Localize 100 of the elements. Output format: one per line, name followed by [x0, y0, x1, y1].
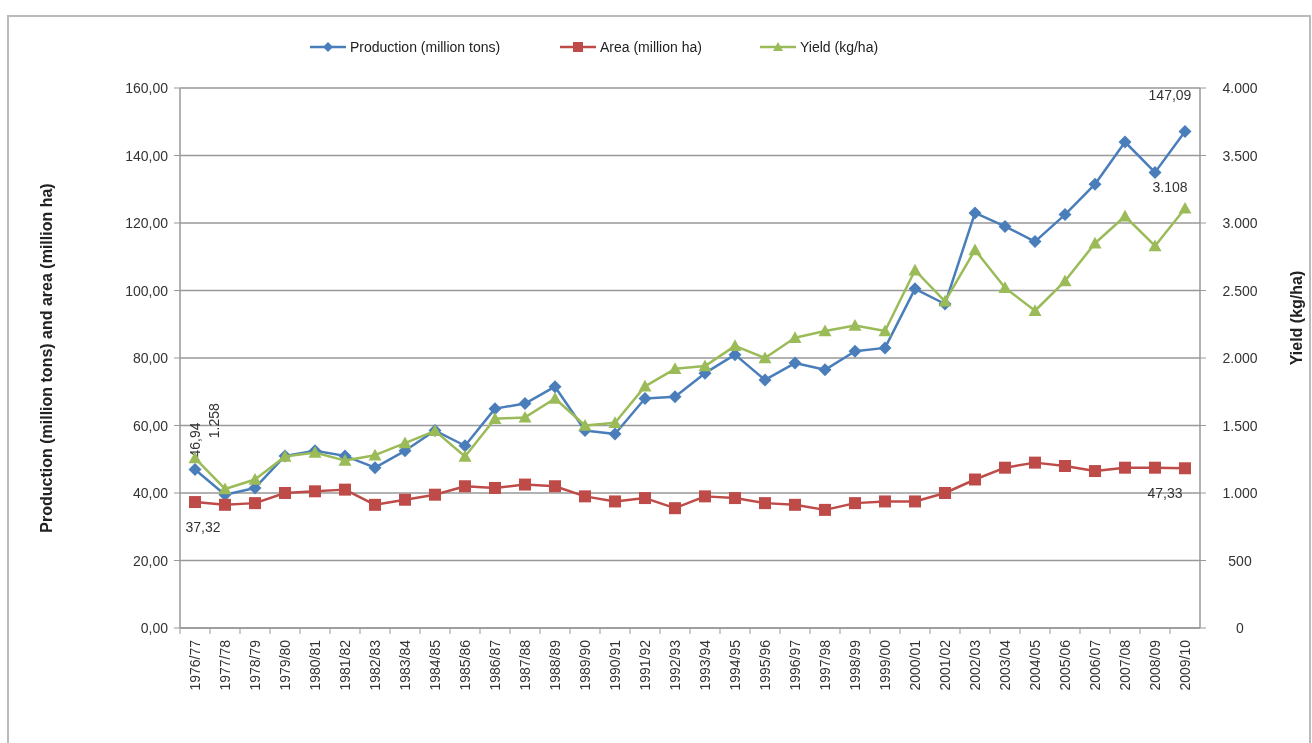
point — [218, 482, 232, 495]
point — [489, 481, 501, 494]
point — [249, 497, 261, 510]
point — [669, 502, 681, 515]
x-tick-label: 2006/07 — [1087, 639, 1103, 691]
point — [1148, 165, 1162, 179]
data-label: 46,94 — [187, 422, 203, 458]
point — [639, 492, 651, 505]
y-tick-label: 160,00 — [125, 80, 169, 96]
x-tick-label: 1981/82 — [337, 639, 353, 691]
y-axis-title: Production (million tons) and area (million ha) — [38, 183, 55, 533]
point — [458, 450, 472, 462]
point — [309, 485, 321, 498]
point — [638, 392, 652, 405]
point — [728, 339, 742, 352]
point — [188, 463, 202, 477]
data-label: 47,33 — [1147, 485, 1183, 502]
point — [758, 373, 772, 387]
y2-tick-label: 1.500 — [1222, 417, 1258, 434]
x-tick-label: 1999/00 — [877, 639, 893, 691]
point — [1058, 208, 1072, 222]
point — [849, 497, 861, 510]
x-tick-label: 1998/99 — [847, 639, 863, 691]
point — [878, 341, 892, 355]
point — [1149, 461, 1161, 474]
point — [519, 478, 531, 491]
y-tick-label: 120,00 — [125, 215, 169, 231]
y-tick-label: 100,00 — [125, 282, 169, 299]
point — [398, 436, 412, 449]
point — [1088, 236, 1102, 249]
point — [1148, 239, 1162, 252]
point — [429, 488, 441, 501]
point — [548, 392, 562, 404]
y-tick-label: 0,00 — [140, 620, 169, 636]
y2-tick-label: 2.000 — [1222, 350, 1258, 366]
y2-tick-label: 0 — [1236, 620, 1245, 636]
point — [848, 344, 862, 358]
x-tick-label: 2001/02 — [937, 639, 953, 691]
point — [938, 294, 952, 307]
point — [518, 410, 532, 423]
point — [219, 498, 231, 511]
point — [968, 243, 982, 256]
point — [729, 492, 741, 505]
x-tick-label: 1993/94 — [697, 639, 713, 691]
point — [368, 448, 382, 461]
data-label: 37,32 — [185, 519, 221, 536]
y-tick-label: 140,00 — [125, 147, 169, 164]
x-tick-label: 1994/95 — [727, 639, 743, 691]
x-tick-label: 1992/93 — [667, 639, 683, 691]
point — [818, 324, 832, 337]
x-tick-label: 1980/81 — [307, 639, 323, 691]
legend-label: Production (million tons) — [350, 39, 501, 55]
point — [909, 495, 921, 508]
point — [488, 412, 502, 424]
x-tick-label: 1978/79 — [247, 639, 263, 691]
point — [698, 359, 712, 372]
y2-tick-label: 3.500 — [1222, 147, 1258, 164]
x-tick-label: 1986/87 — [487, 639, 503, 691]
point — [1119, 461, 1131, 474]
point — [1178, 201, 1192, 214]
y-tick-label: 40,00 — [132, 485, 169, 501]
x-tick-label: 1997/98 — [817, 639, 833, 691]
point — [518, 397, 532, 411]
point — [1028, 304, 1042, 316]
y-tick-label: 20,00 — [132, 552, 169, 569]
point — [758, 351, 772, 364]
x-tick-label: 1995/96 — [757, 639, 773, 691]
x-tick-label: 1979/80 — [277, 639, 293, 691]
legend-label: Area (million ha) — [600, 39, 702, 55]
point — [789, 498, 801, 511]
point — [548, 380, 562, 394]
point — [999, 461, 1011, 474]
y-tick-label: 60,00 — [132, 417, 169, 434]
y-tick-label: 80,00 — [132, 350, 169, 366]
point — [1029, 456, 1041, 469]
point — [878, 324, 892, 337]
x-tick-label: 2009/10 — [1177, 639, 1193, 691]
point — [549, 480, 561, 493]
point — [579, 490, 591, 503]
x-tick-label: 2007/08 — [1117, 639, 1133, 691]
point — [788, 331, 802, 343]
x-tick-label: 1984/85 — [427, 639, 443, 691]
point — [368, 461, 382, 475]
point — [1118, 209, 1132, 222]
point — [1179, 462, 1191, 475]
point — [459, 480, 471, 493]
x-tick-label: 1987/88 — [517, 639, 533, 691]
point — [608, 427, 622, 441]
data-label: 1.258 — [206, 402, 222, 439]
point — [1028, 235, 1042, 249]
point — [908, 282, 922, 296]
point — [369, 498, 381, 511]
x-tick-label: 1988/89 — [547, 639, 563, 691]
point — [338, 454, 352, 466]
point — [1088, 177, 1102, 191]
point — [1178, 125, 1192, 139]
point — [969, 473, 981, 486]
point — [248, 473, 262, 485]
y2-tick-label: 2.500 — [1222, 282, 1258, 299]
x-tick-label: 1983/84 — [397, 639, 413, 691]
